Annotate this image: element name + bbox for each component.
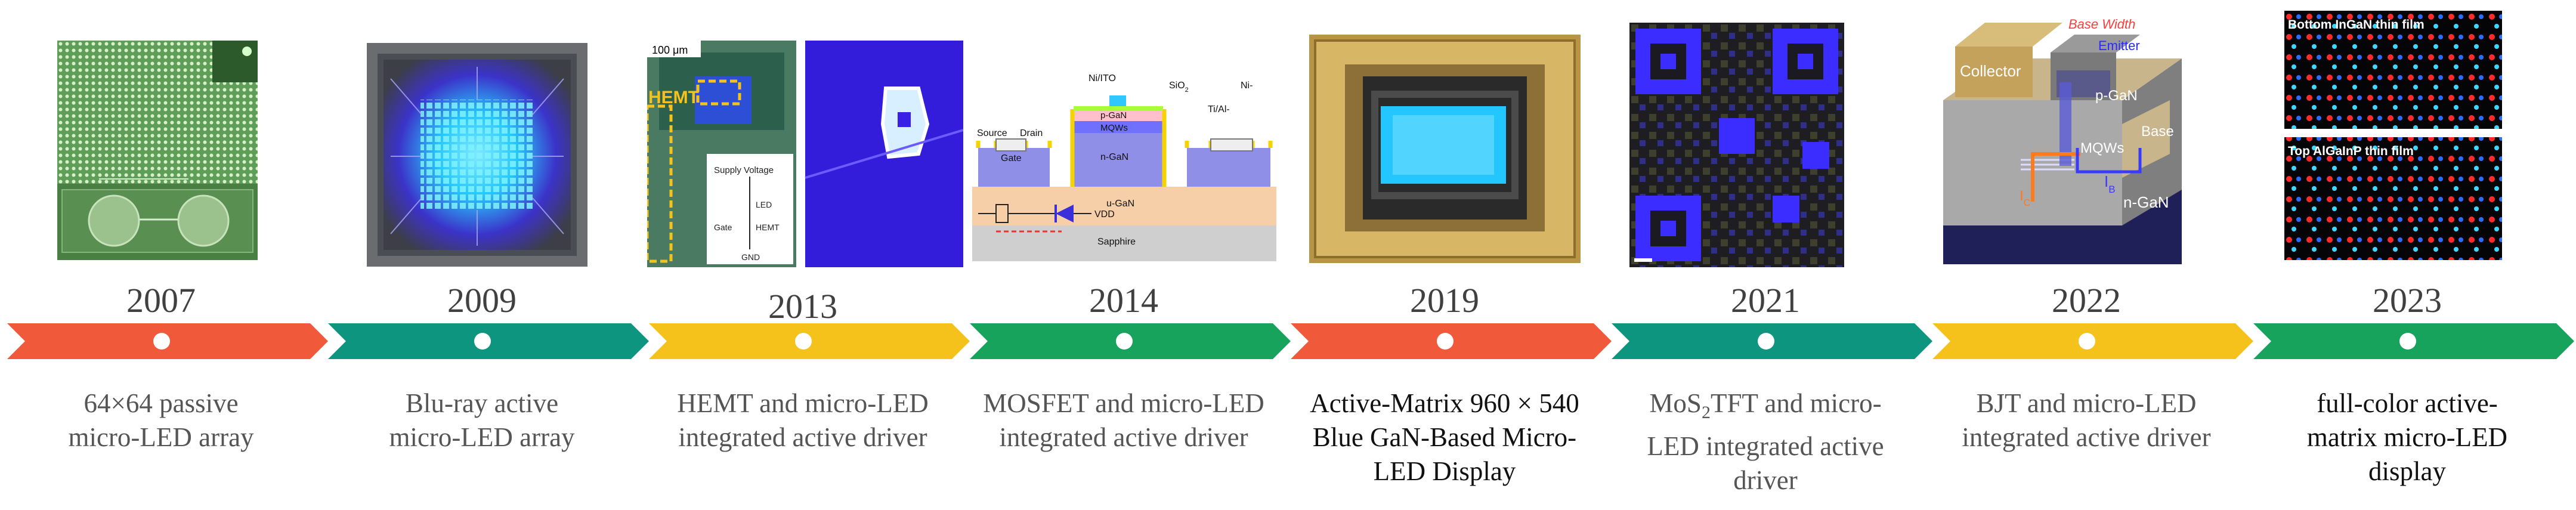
mosfet-mqws-label: MQWs — [1100, 123, 1128, 133]
image-2014-mosfet: Ni/ITO SiO2 Ni- Ti/Al- Source Drain Gate… — [972, 52, 1276, 261]
bjt-ib-label: IB — [2104, 172, 2116, 195]
timeline-band — [7, 323, 2574, 359]
image-2009-bluray-array — [367, 43, 587, 267]
timeline-marker-2023 — [2399, 333, 2416, 350]
description-2014: MOSFET and micro-LED integrated active d… — [983, 388, 1264, 452]
timeline-marker-2007 — [153, 333, 170, 350]
description-2009: Blu-ray active micro-LED array — [389, 388, 575, 452]
description-2021: MoS2TFT and micro- LED integrated active… — [1647, 388, 1884, 495]
hemt-gnd-label: GND — [741, 252, 760, 262]
description-2007: 64×64 passive micro-LED array — [68, 388, 254, 452]
mosfet-tial-label: Ti/Al- — [1208, 104, 1230, 115]
hemt-supply-label: Supply Voltage — [714, 165, 774, 175]
year-2019: 2019 — [1410, 281, 1479, 320]
mosfet-ni-ito-label: Ni/ITO — [1088, 73, 1116, 84]
timeline-marker-2013 — [795, 333, 812, 350]
year-2007: 2007 — [126, 281, 196, 320]
mosfet-sapphire-label: Sapphire — [1097, 237, 1136, 247]
hemt-led-label: LED — [756, 200, 772, 209]
mosfet-vdd-label: VDD — [1094, 209, 1115, 220]
fullcolor-bottom-label: Top AlGaInP thin film — [2288, 144, 2414, 158]
bjt-pgan-label: p-GaN — [2095, 88, 2138, 104]
mosfet-source-label: Source — [977, 128, 1007, 138]
mosfet-pgan-label: p-GaN — [1100, 110, 1127, 120]
year-2021: 2021 — [1731, 281, 1800, 320]
mosfet-drain-label: Drain — [1020, 128, 1043, 138]
year-2023: 2023 — [2373, 281, 2442, 320]
bjt-base-label: Base — [2141, 123, 2174, 140]
description-2022: BJT and micro-LED integrated active driv… — [1962, 388, 2211, 452]
year-2013: 2013 — [768, 287, 837, 326]
year-2009: 2009 — [447, 281, 517, 320]
description-2013: HEMT and micro-LED integrated active dri… — [677, 388, 929, 452]
bjt-collector-label: Collector — [1960, 62, 2021, 80]
timeline-marker-2014 — [1116, 333, 1133, 350]
image-2021-mos2 — [1629, 23, 1844, 267]
timeline-marker-2021 — [1758, 333, 1774, 350]
description-2019: Active-Matrix 960 × 540 Blue GaN-Based M… — [1310, 388, 1579, 486]
hemt-scale-label: 100 μm — [652, 44, 688, 56]
image-2023-fullcolor: Bottom InGaN thin film Top AlGaInP thin … — [2284, 11, 2502, 260]
timeline-marker-2019 — [1437, 333, 1454, 350]
bjt-ic-label: IC — [2020, 188, 2030, 208]
image-2019-display — [1309, 35, 1581, 263]
bjt-mqws-label: MQWs — [2080, 140, 2124, 156]
mosfet-ugan-label: u-GaN — [1106, 199, 1134, 209]
bjt-emitter-label: Emitter — [2098, 38, 2140, 53]
fullcolor-top-label: Bottom InGaN thin film — [2288, 18, 2425, 32]
mosfet-ngan-label: n-GaN — [1100, 152, 1128, 162]
bjt-base-width-label: Base Width — [2068, 17, 2135, 32]
hemt-hemt-label: HEMT — [756, 222, 780, 232]
timeline-marker-2022 — [2079, 333, 2095, 350]
mosfet-gate-label: Gate — [1001, 153, 1022, 163]
description-2023: full-color active- matrix micro-LED disp… — [2306, 388, 2508, 486]
timeline-marker-2009 — [474, 333, 491, 350]
image-2022-bjt: Collector Base Width Emitter p-GaN MQWs … — [1943, 11, 2182, 264]
mosfet-ni-label: Ni- — [1241, 81, 1253, 91]
year-2022: 2022 — [2052, 281, 2121, 320]
hemt-gate-label: Gate — [714, 222, 732, 232]
mosfet-sio2-label: SiO2 — [1169, 81, 1189, 94]
year-2014: 2014 — [1089, 281, 1158, 320]
bjt-ngan-label: n-GaN — [2123, 193, 2169, 211]
image-2007-passive-array — [57, 41, 258, 260]
hemt-label: HEMT — [648, 88, 699, 107]
image-2013-hemt: 100 μm HEMT Supply Voltage LED Gate HEMT… — [647, 41, 963, 267]
